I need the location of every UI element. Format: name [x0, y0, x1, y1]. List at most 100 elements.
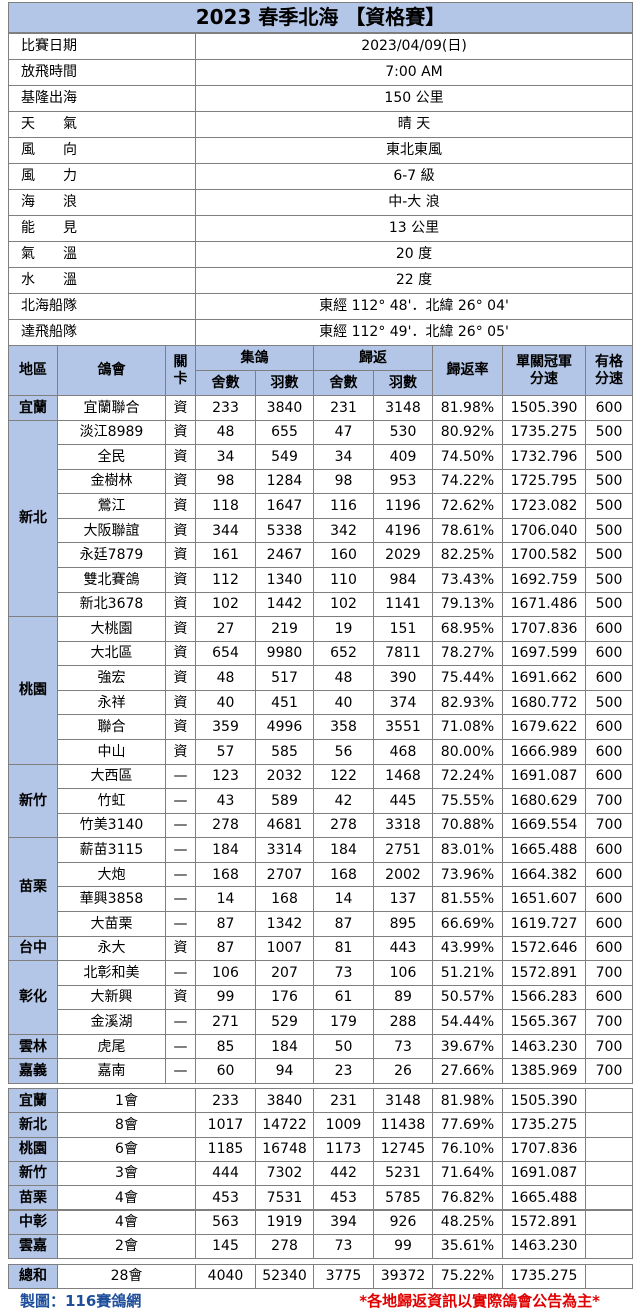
summary-cell: 11438: [373, 1112, 433, 1138]
table-cell: 78.61%: [432, 517, 503, 544]
table-cell: 14: [195, 886, 256, 912]
table-cell: 168: [255, 886, 314, 912]
table-cell: 1141: [373, 591, 433, 618]
table-cell: —: [165, 812, 196, 839]
empty-cell: [585, 1264, 633, 1289]
table-cell: 1342: [255, 910, 314, 937]
table-cell: 資: [165, 493, 196, 519]
summary-cell: 1735.275: [502, 1112, 586, 1138]
table-cell: 984: [373, 566, 433, 593]
table-cell: 700: [585, 1009, 633, 1035]
table-cell: 589: [255, 788, 314, 814]
summary-cell: 76.82%: [432, 1185, 503, 1211]
table-cell: 500: [585, 542, 633, 568]
table-cell: —: [165, 910, 196, 937]
table-cell: 資: [165, 419, 196, 446]
table-cell: 233: [195, 395, 256, 421]
table-cell: 14: [313, 886, 374, 912]
table-cell: 600: [585, 665, 633, 691]
table-cell: 1680.772: [502, 689, 586, 716]
table-cell: 大西區: [57, 763, 166, 790]
table-cell: 大炮: [57, 861, 166, 888]
table-cell: 鶯江: [57, 493, 166, 519]
empty-cell: [585, 1209, 633, 1235]
table-cell: 168: [195, 861, 256, 888]
table-cell: 600: [585, 640, 633, 667]
table-cell: 資: [165, 714, 196, 740]
table-cell: 500: [585, 591, 633, 618]
table-cell: 資: [165, 542, 196, 568]
table-cell: 600: [585, 886, 633, 912]
table-cell: 2002: [373, 861, 433, 888]
header-cell: 舍數: [195, 370, 256, 396]
table-cell: 26: [373, 1058, 433, 1084]
table-cell: 資: [165, 566, 196, 593]
table-cell: 2029: [373, 542, 433, 568]
table-cell: 3148: [373, 395, 433, 421]
table-cell: 89: [373, 984, 433, 1011]
table-cell: 161: [195, 542, 256, 568]
info-value: 東北東風: [195, 137, 633, 164]
info-value: 13 公里: [195, 215, 633, 242]
table-cell: 79.13%: [432, 591, 503, 618]
table-cell: —: [165, 1058, 196, 1084]
table-cell: 1697.599: [502, 640, 586, 667]
table-cell: 27: [195, 616, 256, 642]
header-cell: 有格分速: [585, 345, 633, 396]
table-cell: 資: [165, 591, 196, 618]
region: 苗栗: [8, 837, 58, 937]
summary-cell: 444: [195, 1160, 256, 1187]
table-cell: 73.96%: [432, 861, 503, 888]
table-cell: 華興3858: [57, 886, 166, 912]
table-cell: 529: [255, 1009, 314, 1035]
info-value: 20 度: [195, 241, 633, 268]
summary-cell: 1572.891: [502, 1209, 586, 1235]
table-cell: 517: [255, 665, 314, 691]
table-cell: 50.57%: [432, 984, 503, 1011]
summary-cell: 16748: [255, 1136, 314, 1162]
table-cell: 74.50%: [432, 444, 503, 470]
header-cell: 鴿會: [57, 345, 166, 396]
info-value: 中-大 浪: [195, 189, 633, 216]
table-cell: 231: [313, 395, 374, 421]
table-cell: 資: [165, 984, 196, 1011]
table-cell: 大桃園: [57, 616, 166, 642]
table-cell: 451: [255, 689, 314, 716]
table-cell: 585: [255, 738, 314, 765]
table-cell: 73: [313, 960, 374, 986]
table-cell: 資: [165, 640, 196, 667]
table-cell: 資: [165, 468, 196, 495]
table-cell: 654: [195, 640, 256, 667]
header-cell: 集鴿: [195, 345, 314, 371]
table-cell: 聯合: [57, 714, 166, 740]
summary-cell: 新竹: [8, 1160, 58, 1187]
header-cell: 歸返: [313, 345, 433, 371]
total-cell: 1735.275: [502, 1264, 586, 1289]
table-cell: 78.27%: [432, 640, 503, 667]
info-label: 風 力: [8, 163, 196, 190]
total-cell: 39372: [373, 1264, 433, 1289]
table-cell: 600: [585, 616, 633, 642]
table-cell: 43.99%: [432, 935, 503, 962]
info-label: 風 向: [8, 137, 196, 164]
region: 台中: [8, 935, 58, 962]
table-cell: 43: [195, 788, 256, 814]
table-cell: 288: [373, 1009, 433, 1035]
table-cell: 75.55%: [432, 788, 503, 814]
table-cell: 1706.040: [502, 517, 586, 544]
table-cell: 1679.622: [502, 714, 586, 740]
summary-cell: 1會: [57, 1088, 196, 1114]
info-value: 150 公里: [195, 85, 633, 112]
table-cell: 600: [585, 910, 633, 937]
table-cell: 390: [373, 665, 433, 691]
header-cell: 關卡: [165, 345, 196, 396]
table-cell: 1691.662: [502, 665, 586, 691]
table-cell: 207: [255, 960, 314, 986]
total-cell: 52340: [255, 1264, 314, 1289]
empty-cell: [585, 1160, 633, 1187]
table-cell: 23: [313, 1058, 374, 1084]
summary-cell: 231: [313, 1088, 374, 1114]
table-cell: 1651.607: [502, 886, 586, 912]
region: 桃園: [8, 616, 58, 765]
table-cell: 500: [585, 419, 633, 446]
